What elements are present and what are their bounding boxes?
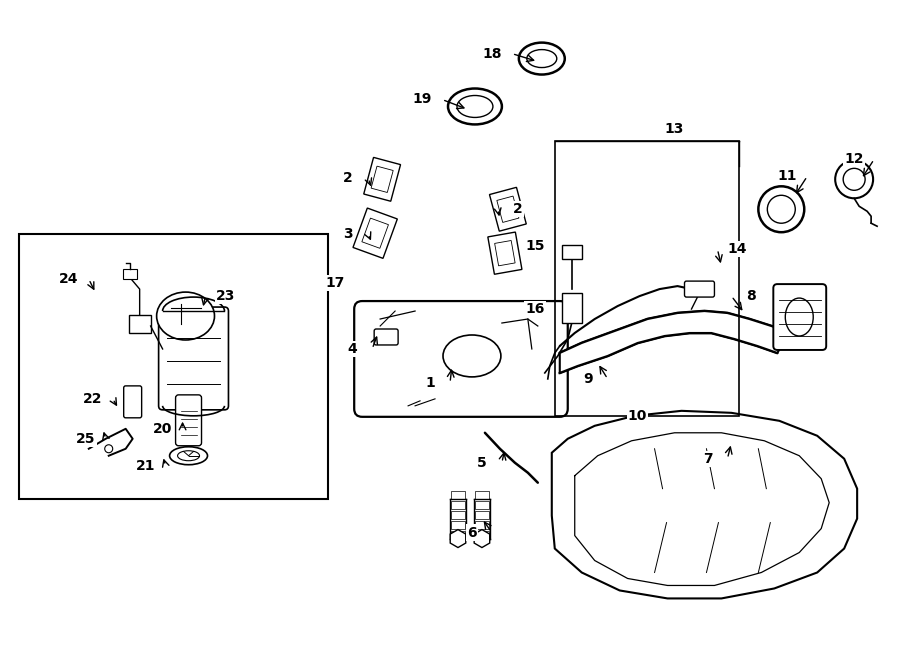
- FancyBboxPatch shape: [451, 521, 465, 529]
- Text: 19: 19: [412, 93, 432, 106]
- FancyBboxPatch shape: [475, 510, 489, 519]
- Text: 25: 25: [76, 432, 95, 446]
- Ellipse shape: [457, 95, 493, 118]
- FancyBboxPatch shape: [685, 281, 715, 297]
- FancyBboxPatch shape: [451, 510, 465, 519]
- Text: 4: 4: [347, 342, 357, 356]
- Text: 13: 13: [665, 122, 684, 136]
- Text: 5: 5: [477, 455, 487, 470]
- Ellipse shape: [443, 335, 501, 377]
- Polygon shape: [495, 241, 515, 266]
- Text: 11: 11: [778, 169, 797, 183]
- Text: 2: 2: [343, 171, 353, 185]
- Polygon shape: [353, 208, 397, 258]
- Bar: [129, 315, 150, 333]
- Text: 14: 14: [727, 242, 747, 256]
- Ellipse shape: [177, 451, 200, 461]
- FancyBboxPatch shape: [475, 521, 489, 529]
- Bar: [19, 234, 328, 498]
- Ellipse shape: [448, 89, 502, 124]
- Text: 20: 20: [153, 422, 172, 436]
- Bar: [122, 269, 137, 279]
- Text: 12: 12: [844, 152, 864, 167]
- Text: 10: 10: [628, 408, 647, 423]
- Text: 16: 16: [525, 302, 544, 316]
- Ellipse shape: [843, 169, 865, 190]
- Text: 15: 15: [525, 239, 544, 253]
- Text: 22: 22: [83, 392, 103, 406]
- Text: 6: 6: [467, 525, 477, 539]
- Ellipse shape: [759, 186, 805, 232]
- Text: 9: 9: [583, 372, 592, 386]
- Bar: [562, 293, 581, 323]
- FancyBboxPatch shape: [475, 531, 489, 539]
- Ellipse shape: [157, 292, 214, 340]
- Bar: [562, 245, 581, 259]
- Text: 23: 23: [216, 289, 235, 303]
- Ellipse shape: [519, 42, 565, 75]
- Polygon shape: [450, 529, 466, 547]
- FancyBboxPatch shape: [773, 284, 826, 350]
- Polygon shape: [371, 166, 393, 192]
- Ellipse shape: [786, 298, 814, 336]
- Text: 24: 24: [59, 272, 78, 286]
- Polygon shape: [552, 411, 857, 598]
- Text: 21: 21: [136, 459, 156, 473]
- Text: 17: 17: [326, 276, 345, 290]
- Ellipse shape: [768, 195, 796, 223]
- FancyBboxPatch shape: [355, 301, 568, 417]
- FancyBboxPatch shape: [475, 500, 489, 508]
- FancyBboxPatch shape: [451, 500, 465, 508]
- FancyBboxPatch shape: [451, 531, 465, 539]
- Polygon shape: [490, 187, 526, 231]
- Polygon shape: [474, 529, 490, 547]
- FancyBboxPatch shape: [451, 490, 465, 498]
- Text: 1: 1: [425, 376, 435, 390]
- Ellipse shape: [526, 50, 557, 67]
- Polygon shape: [488, 232, 522, 274]
- Text: 8: 8: [746, 289, 756, 303]
- Bar: [554, 141, 740, 416]
- Text: 3: 3: [344, 227, 353, 241]
- Polygon shape: [497, 196, 519, 222]
- FancyBboxPatch shape: [374, 329, 398, 345]
- Circle shape: [104, 445, 112, 453]
- FancyBboxPatch shape: [123, 386, 141, 418]
- Polygon shape: [362, 218, 389, 249]
- Ellipse shape: [169, 447, 208, 465]
- Polygon shape: [364, 157, 400, 201]
- Text: 2: 2: [513, 202, 523, 216]
- Ellipse shape: [835, 161, 873, 198]
- FancyBboxPatch shape: [158, 307, 229, 410]
- Polygon shape: [560, 311, 789, 373]
- FancyBboxPatch shape: [475, 490, 489, 498]
- Text: 18: 18: [482, 46, 501, 61]
- Text: 7: 7: [703, 451, 712, 466]
- FancyBboxPatch shape: [176, 395, 202, 446]
